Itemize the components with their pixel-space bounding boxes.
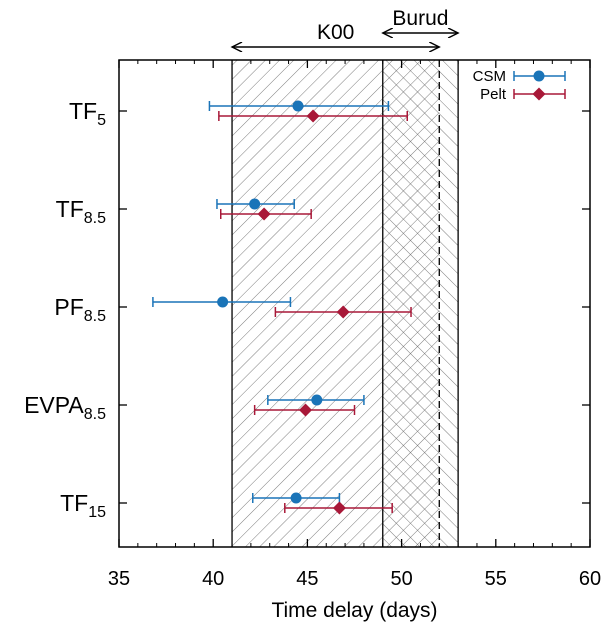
marker-diamond bbox=[336, 305, 350, 319]
category-label-sub: 5 bbox=[97, 112, 106, 129]
error-point-pelt bbox=[274, 305, 412, 319]
category-label: TF15 bbox=[60, 490, 106, 521]
category-label-main: TF bbox=[56, 196, 84, 222]
marker-diamond bbox=[332, 501, 346, 515]
marker-circle bbox=[249, 198, 261, 210]
category-label: TF5 bbox=[69, 98, 106, 129]
marker-circle bbox=[290, 492, 302, 504]
category-label-sub: 8.5 bbox=[84, 406, 106, 423]
error-point-csm bbox=[152, 296, 292, 308]
legend-label: CSM bbox=[473, 68, 506, 85]
marker-diamond bbox=[306, 109, 320, 123]
error-point-csm bbox=[267, 394, 365, 406]
data-points bbox=[152, 100, 412, 515]
x-tick-label: 55 bbox=[485, 568, 507, 590]
marker-circle bbox=[217, 296, 229, 308]
error-point-pelt bbox=[218, 109, 409, 123]
category-label-main: EVPA bbox=[24, 392, 84, 418]
x-axis-label: Time delay (days) bbox=[271, 599, 437, 622]
error-point-pelt bbox=[253, 403, 356, 417]
legend-label: Pelt bbox=[480, 86, 507, 103]
range-bands: K00 Burud bbox=[232, 7, 458, 547]
category-label-sub: 8.5 bbox=[84, 210, 106, 227]
error-point-csm bbox=[216, 198, 295, 210]
error-point-csm bbox=[252, 492, 341, 504]
legend-marker-circle bbox=[533, 70, 545, 82]
legend-entry-csm: CSM bbox=[473, 68, 566, 85]
category-label-main: TF bbox=[69, 98, 97, 124]
range-k00-label: K00 bbox=[317, 21, 354, 44]
marker-circle bbox=[292, 100, 304, 112]
marker-diamond bbox=[257, 207, 271, 221]
category-label: TF8.5 bbox=[56, 196, 106, 227]
category-label-sub: 8.5 bbox=[84, 308, 106, 325]
x-tick-label: 40 bbox=[202, 568, 224, 590]
range-burud-label: Burud bbox=[392, 7, 448, 30]
category-label: EVPA8.5 bbox=[24, 392, 106, 423]
x-tick-label: 60 bbox=[579, 568, 601, 590]
category-label-sub: 15 bbox=[88, 504, 106, 521]
x-tick-label: 50 bbox=[390, 568, 412, 590]
category-label: PF8.5 bbox=[54, 294, 106, 325]
error-point-csm bbox=[208, 100, 390, 112]
x-tick-label: 45 bbox=[296, 568, 318, 590]
marker-circle bbox=[311, 394, 323, 406]
legend-entry-pelt: Pelt bbox=[480, 86, 566, 103]
error-point-pelt bbox=[284, 501, 393, 515]
category-label-main: PF bbox=[54, 294, 83, 320]
x-tick-label: 35 bbox=[108, 568, 130, 590]
marker-diamond bbox=[299, 403, 313, 417]
legend-marker-diamond bbox=[532, 87, 546, 101]
error-point-pelt bbox=[219, 207, 312, 221]
plot-frame bbox=[118, 59, 591, 548]
range-burud-hatch bbox=[382, 60, 459, 547]
category-label-main: TF bbox=[60, 490, 88, 516]
